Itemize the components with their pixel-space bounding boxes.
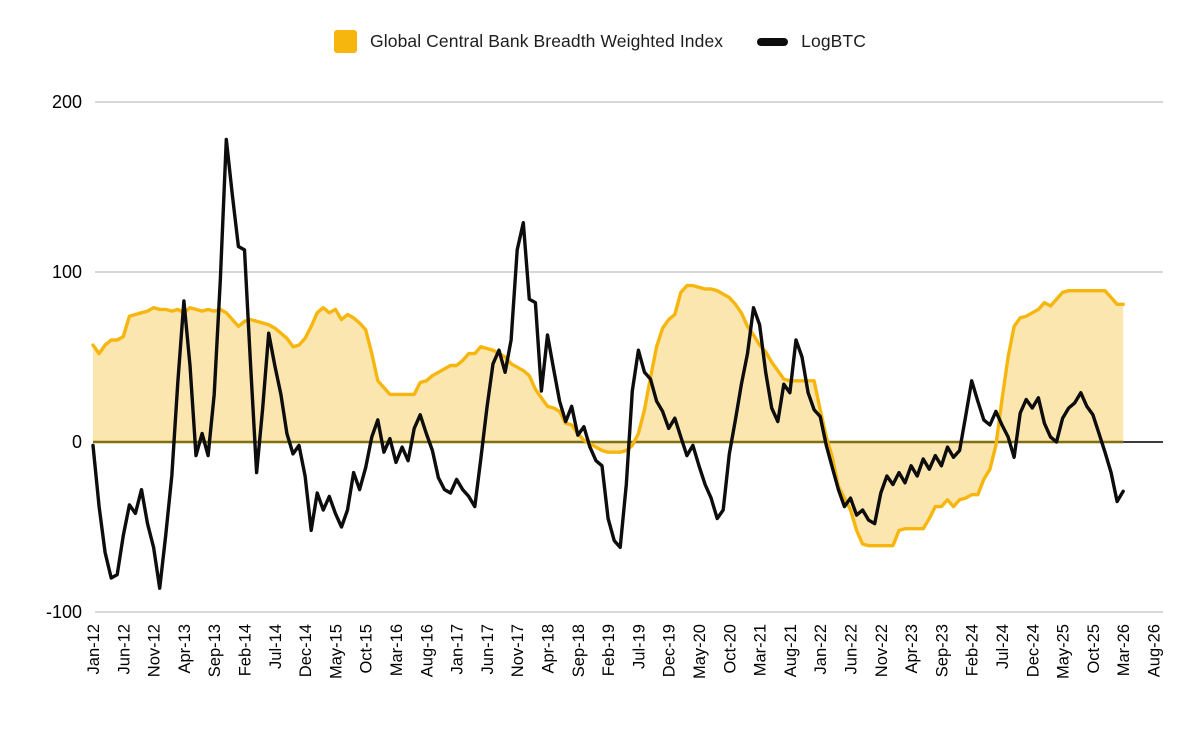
x-tick-label: Nov-22 <box>873 624 891 677</box>
x-tick-label: Sep-23 <box>933 624 951 677</box>
legend-label-index: Global Central Bank Breadth Weighted Ind… <box>370 31 724 51</box>
x-tick-label: May-25 <box>1055 624 1073 679</box>
x-tick-label: Mar-16 <box>388 624 406 676</box>
x-tick-label: Sep-18 <box>570 624 588 677</box>
y-tick-label: 0 <box>72 432 82 452</box>
x-tick-label: Jun-17 <box>479 624 497 674</box>
x-tick-label: Oct-20 <box>721 624 739 674</box>
x-tick-label: Feb-19 <box>600 624 618 676</box>
x-tick-label: Jul-14 <box>267 624 285 669</box>
x-tick-label: Apr-23 <box>903 624 921 674</box>
x-tick-label: Apr-18 <box>540 624 558 674</box>
x-tick-label: Jun-12 <box>115 624 133 674</box>
x-tick-label: Feb-24 <box>964 624 982 676</box>
legend-label-logbtc: LogBTC <box>801 31 866 51</box>
index-area-line <box>91 283 1125 548</box>
index-area-fill <box>93 285 1124 546</box>
x-tick-label: Mar-26 <box>1115 624 1133 676</box>
area-swatch-icon <box>334 30 358 53</box>
x-tick-label: Oct-25 <box>1085 624 1103 674</box>
line-swatch-icon <box>757 37 789 46</box>
x-tick-label: Mar-21 <box>752 624 770 676</box>
x-tick-label: Jun-22 <box>843 624 861 674</box>
y-tick-label: 100 <box>52 262 82 282</box>
chart-legend: Global Central Bank Breadth Weighted Ind… <box>0 30 1200 53</box>
x-tick-label: Jan-17 <box>449 624 467 674</box>
x-tick-label: Nov-12 <box>146 624 164 677</box>
x-tick-label: Dec-14 <box>297 624 315 677</box>
x-tick-label: Nov-17 <box>509 624 527 677</box>
x-tick-label: Aug-21 <box>782 624 800 677</box>
x-tick-label: Sep-13 <box>206 624 224 677</box>
y-tick-label: -100 <box>46 602 82 622</box>
x-tick-label: Feb-14 <box>237 624 255 676</box>
x-tick-label: Jan-22 <box>812 624 830 674</box>
x-tick-label: Dec-19 <box>661 624 679 677</box>
x-tick-label: Jan-12 <box>85 624 103 674</box>
x-tick-label: Apr-13 <box>176 624 194 674</box>
x-tick-label: May-15 <box>327 624 345 679</box>
logbtc-line-series <box>91 137 1125 590</box>
y-tick-label: 200 <box>52 92 82 112</box>
x-tick-label: Dec-24 <box>1024 624 1042 677</box>
x-tick-label: Oct-15 <box>358 624 376 674</box>
x-tick-label: Jul-24 <box>994 624 1012 669</box>
x-tick-label: May-20 <box>691 624 709 679</box>
x-tick-label: Jul-19 <box>630 624 648 669</box>
x-tick-label: Aug-16 <box>418 624 436 677</box>
x-tick-label: Aug-26 <box>1146 624 1164 677</box>
legend-item-logbtc: LogBTC <box>757 31 866 52</box>
legend-item-index: Global Central Bank Breadth Weighted Ind… <box>334 30 723 53</box>
